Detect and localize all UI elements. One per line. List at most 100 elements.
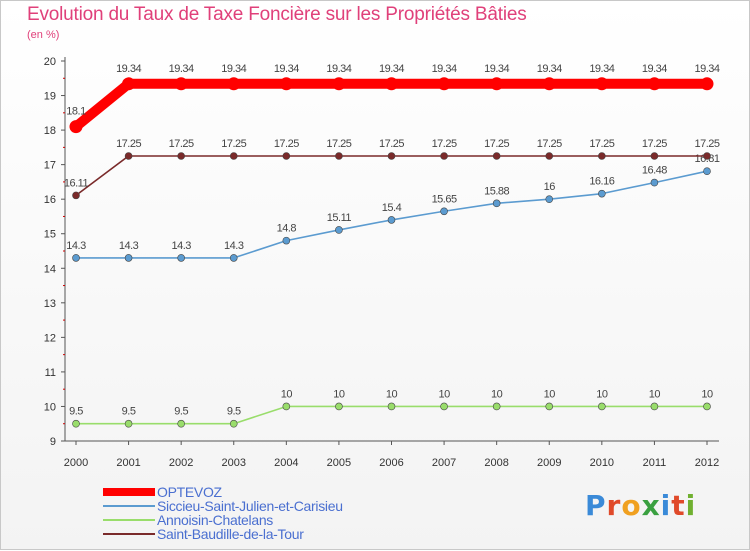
x-tick-label: 2010 <box>590 457 614 469</box>
legend-swatch <box>103 519 155 521</box>
data-label: 19.34 <box>169 63 194 75</box>
x-tick-label: 2012 <box>695 457 719 469</box>
data-point <box>227 77 241 91</box>
data-label: 19.34 <box>694 63 719 75</box>
data-point <box>650 178 659 187</box>
logo-letter: t <box>671 489 686 522</box>
proxiti-logo: Proxiti <box>585 489 696 522</box>
data-point <box>490 77 504 91</box>
data-point <box>492 152 501 160</box>
data-point <box>440 152 448 160</box>
data-label: 14.3 <box>66 240 86 252</box>
data-point <box>177 419 185 428</box>
data-point <box>124 419 133 428</box>
data-point <box>545 402 554 411</box>
legend-item: Siccieu-Saint-Julien-et-Carisieu <box>103 498 343 514</box>
data-point <box>545 195 554 203</box>
data-label: 19.34 <box>379 63 404 75</box>
x-tick-label: 2007 <box>432 457 456 469</box>
data-point <box>387 152 396 160</box>
data-point <box>700 77 714 91</box>
data-point <box>177 254 185 262</box>
x-tick-label: 2008 <box>484 457 508 469</box>
legend-swatch <box>103 533 155 535</box>
y-tick-label: 18 <box>44 125 56 137</box>
data-point <box>650 152 659 160</box>
data-point <box>387 216 396 224</box>
x-tick-label: 2009 <box>537 457 561 469</box>
data-point <box>279 77 293 91</box>
data-point <box>598 402 606 411</box>
legend-label: Saint-Baudille-de-la-Tour <box>157 526 304 542</box>
data-label: 10 <box>701 388 713 400</box>
data-label: 15.4 <box>382 202 402 214</box>
data-label: 10 <box>491 388 503 400</box>
data-point <box>282 236 291 245</box>
y-tick-label: 15 <box>44 229 56 241</box>
y-tick-label: 17 <box>44 160 56 172</box>
y-tick-label: 13 <box>44 298 56 310</box>
data-point <box>282 402 291 411</box>
data-point <box>595 77 609 91</box>
legend-item: Annoisin-Chatelans <box>103 512 343 528</box>
data-label: 19.34 <box>484 63 509 75</box>
data-point <box>174 77 188 91</box>
y-tick-label: 10 <box>44 401 56 413</box>
x-tick-label: 2003 <box>222 457 246 469</box>
unit-label: (en %) <box>27 29 60 41</box>
logo-letter: i <box>685 489 697 522</box>
data-label: 18.1 <box>66 106 86 118</box>
logo-letter: x <box>641 489 661 522</box>
data-point <box>72 254 80 262</box>
data-label: 10 <box>386 388 398 400</box>
data-point <box>229 152 238 160</box>
data-point <box>72 419 80 428</box>
y-tick-label: 12 <box>44 332 56 344</box>
data-point <box>440 402 448 411</box>
data-point <box>650 402 659 411</box>
legend-item: Saint-Baudille-de-la-Tour <box>103 526 343 542</box>
data-point <box>440 207 448 216</box>
x-tick-label: 2006 <box>379 457 403 469</box>
logo-letter: i <box>660 489 672 522</box>
legend-item: OPTEVOZ <box>103 484 343 500</box>
legend-swatch <box>103 488 155 496</box>
x-tick-label: 2000 <box>64 457 88 469</box>
x-tick-label: 2002 <box>169 457 193 469</box>
data-point <box>647 77 661 91</box>
y-tick-label: 19 <box>44 91 56 103</box>
data-point <box>72 191 80 200</box>
data-label: 17.25 <box>169 138 194 150</box>
data-label: 15.65 <box>432 193 457 205</box>
data-label: 16 <box>544 181 556 193</box>
data-label: 16.48 <box>642 165 667 177</box>
data-point <box>124 254 133 262</box>
x-tick-label: 2011 <box>643 457 667 469</box>
legend-label: Annoisin-Chatelans <box>157 512 274 528</box>
data-label: 10 <box>544 388 556 400</box>
logo-letter: P <box>585 489 607 522</box>
chart-title: Evolution du Taux de Taxe Foncière sur l… <box>27 4 527 25</box>
data-label: 19.34 <box>537 63 562 75</box>
data-label: 17.25 <box>116 138 141 150</box>
data-point <box>335 402 343 411</box>
data-label: 17.25 <box>432 138 457 150</box>
data-label: 15.88 <box>484 185 509 197</box>
data-point <box>229 254 238 262</box>
data-label: 10 <box>333 388 345 400</box>
data-label: 17.25 <box>379 138 404 150</box>
data-label: 14.3 <box>119 240 139 252</box>
logo-letter: r <box>606 489 622 522</box>
legend-swatch <box>103 505 155 507</box>
chart-legend: OPTEVOZ Siccieu-Saint-Julien-et-Carisieu A… <box>103 484 343 542</box>
data-label: 16.16 <box>589 176 614 188</box>
data-point <box>177 152 185 160</box>
data-point <box>69 120 83 134</box>
data-label: 16.11 <box>64 177 89 189</box>
data-label: 19.34 <box>274 63 299 75</box>
data-point <box>542 77 556 91</box>
data-label: 19.34 <box>432 63 457 75</box>
data-label: 14.3 <box>171 240 191 252</box>
data-label: 15.11 <box>327 212 352 224</box>
